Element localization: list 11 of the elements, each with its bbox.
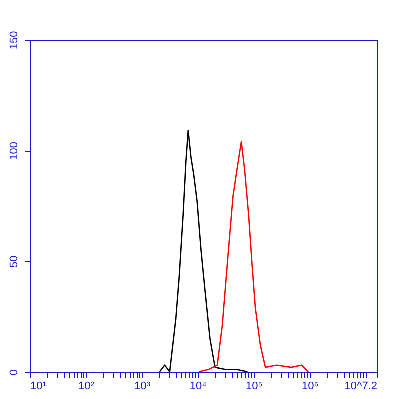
x-tick-label: 10⁴ — [190, 380, 208, 392]
y-tick-label: 0 — [8, 369, 20, 376]
x-tick-label: 10² — [78, 380, 95, 392]
y-tick-label: 50 — [8, 256, 20, 268]
y-tick-label: 100 — [8, 142, 20, 160]
y-tick-label: 150 — [8, 31, 20, 50]
x-tick-label: 10^7.2 — [344, 380, 378, 392]
x-tick-label: 10⁶ — [302, 380, 319, 392]
x-tick-label: 10³ — [134, 380, 151, 392]
x-tick-label: 10⁵ — [246, 380, 263, 392]
x-tick-label: 10¹ — [30, 380, 47, 392]
